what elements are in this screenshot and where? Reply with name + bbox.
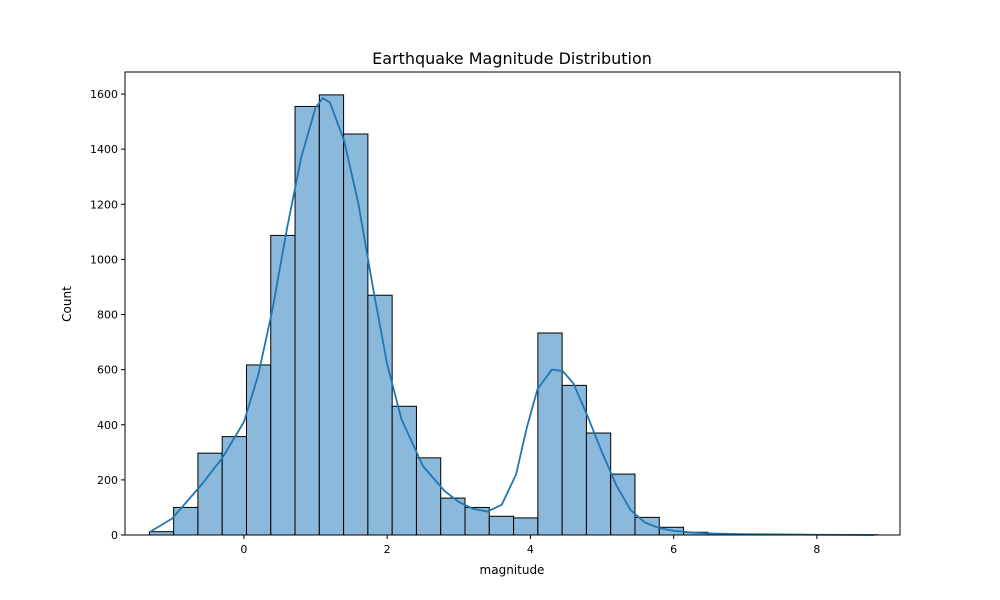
- histogram-bar: [318, 94, 345, 536]
- y-tick-label: 600: [97, 364, 118, 377]
- histogram-bar: [367, 294, 393, 536]
- x-tick-label: 6: [670, 543, 677, 556]
- y-tick-label: 1000: [90, 253, 118, 266]
- y-tick-label: 800: [97, 309, 118, 322]
- x-tick-label: 4: [527, 543, 534, 556]
- y-tick-label: 200: [97, 474, 118, 487]
- x-tick-label: 8: [813, 543, 820, 556]
- histogram-bar: [513, 517, 539, 536]
- histogram-bar: [415, 457, 442, 536]
- y-axis-ticks: 0 200 400 600 800 1000 1200 1400 1600: [90, 88, 125, 542]
- y-tick-label: 1400: [90, 143, 118, 156]
- plot-frame: [124, 71, 901, 536]
- histogram-bar: [537, 332, 563, 536]
- y-tick-label: 400: [97, 419, 118, 432]
- x-tick-label: 2: [384, 543, 391, 556]
- histogram-bars: [148, 94, 879, 536]
- y-axis-label: Count: [60, 286, 74, 322]
- x-tick-label: 0: [240, 543, 247, 556]
- y-tick-label: 0: [111, 529, 118, 542]
- histogram-bar: [585, 432, 612, 536]
- kde-curve: [148, 96, 875, 536]
- histogram-bar: [561, 384, 587, 536]
- histogram-bar: [245, 364, 272, 536]
- y-tick-label: 1600: [90, 88, 118, 101]
- x-axis-label: magnitude: [480, 563, 545, 577]
- histogram-bar: [488, 515, 515, 536]
- histogram-bar: [440, 497, 466, 536]
- histogram-bar: [197, 452, 223, 536]
- y-tick-label: 1200: [90, 198, 118, 211]
- chart-title: Earthquake Magnitude Distribution: [372, 49, 652, 68]
- histogram-bar: [610, 473, 636, 536]
- histogram-bar: [270, 234, 296, 536]
- x-axis-ticks: 0 2 4 6 8: [240, 535, 820, 556]
